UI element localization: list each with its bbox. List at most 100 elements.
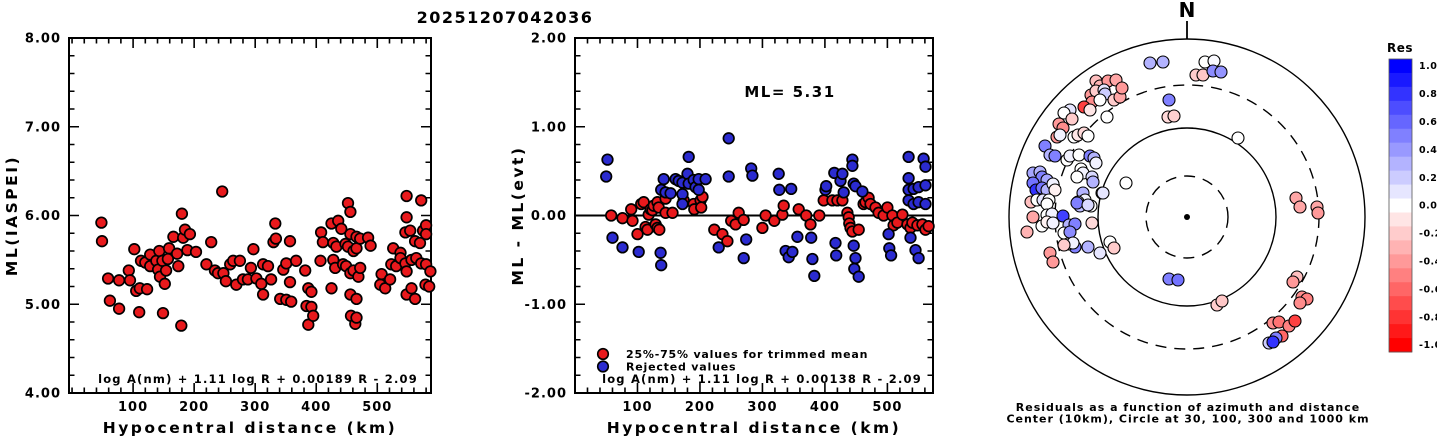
center-dot (1184, 214, 1190, 220)
data-point (175, 207, 189, 220)
y-tick-label: -2.00 (525, 387, 567, 402)
data-point (128, 243, 141, 256)
colorbar-segment (1389, 212, 1412, 227)
data-point (722, 170, 735, 183)
station-residual-point (1286, 275, 1300, 289)
x-tick-label: 500 (362, 400, 392, 415)
colorbar-segment (1389, 59, 1412, 74)
colorbar-segment (1389, 86, 1412, 102)
data-point (919, 160, 932, 173)
station-residual-point (1100, 110, 1114, 124)
station-residual-point (1107, 241, 1121, 255)
data-point (283, 275, 297, 289)
data-point (95, 235, 109, 248)
station-residual-point (1293, 296, 1307, 310)
data-point (216, 185, 229, 198)
data-point (350, 311, 363, 324)
polar-caption-line1: Residuals as a function of azimuth and d… (1016, 401, 1360, 414)
data-point (756, 221, 769, 235)
data-point (133, 306, 146, 319)
data-point (654, 246, 667, 259)
data-point (740, 233, 753, 246)
data-point (852, 270, 865, 283)
data-point (103, 294, 117, 307)
data-point (400, 211, 413, 224)
station-residual-point (1143, 56, 1157, 70)
data-point (820, 180, 833, 193)
data-point (247, 243, 260, 256)
calibration-formula: log A(nm) + 1.11 log R + 0.00189 R - 2.0… (98, 372, 418, 386)
data-point (777, 199, 790, 212)
colorbar-tick-label: 0.2 (1419, 173, 1437, 184)
data-point (722, 132, 735, 145)
x-tick-label: 100 (622, 400, 652, 415)
data-point (682, 150, 695, 164)
legend-label: Rejected values (626, 361, 736, 374)
colorbar-tick-label: -0.6 (1419, 284, 1437, 295)
data-point (400, 189, 413, 203)
y-tick-label: 0.00 (531, 209, 567, 224)
data-point (804, 218, 817, 231)
data-point (375, 267, 388, 281)
colorbar-border (1388, 58, 1413, 353)
data-point (664, 187, 677, 200)
y-tick-label: 4.00 (25, 387, 61, 402)
x-tick-label: 100 (118, 400, 148, 415)
colorbar-tick-label: 0.0 (1419, 201, 1437, 212)
station-residual-point (1070, 196, 1084, 210)
data-point (904, 231, 917, 244)
y-axis-title: ML(IASPEI) (3, 155, 21, 276)
station-residual-point (1057, 238, 1071, 252)
data-point (95, 216, 108, 229)
station-residual-point (1085, 216, 1099, 230)
data-point (175, 319, 188, 332)
colorbar-segment (1389, 240, 1412, 255)
station-residual-point (1214, 65, 1228, 79)
data-point (616, 212, 629, 225)
x-tick-label: 300 (240, 400, 270, 415)
data-point (772, 167, 785, 180)
station-residual-point (1266, 335, 1280, 349)
data-point (172, 259, 185, 273)
data-point (919, 197, 932, 211)
data-point (285, 295, 298, 308)
y-tick-label: -1.00 (525, 298, 567, 313)
data-point (922, 220, 935, 233)
azimuth-polar-panel: N Residuals as a function of azimuth and … (1006, 0, 1368, 426)
data-point (269, 217, 282, 230)
station-residual-point (1020, 225, 1034, 239)
data-point (123, 274, 137, 287)
legend-dot (596, 347, 610, 361)
colorbar-segment (1389, 282, 1412, 297)
data-point (256, 288, 270, 301)
x-tick-label: 200 (685, 400, 715, 415)
data-point (699, 172, 712, 186)
data-point (837, 186, 850, 199)
colorbar-segment (1389, 324, 1412, 339)
colorbar-tick-label: -0.8 (1419, 312, 1437, 323)
y-tick-label: 5.00 (25, 298, 61, 313)
data-point (600, 170, 613, 183)
colorbar-segment (1389, 268, 1412, 283)
data-point (884, 249, 898, 262)
data-point (737, 213, 750, 227)
station-residual-point (1311, 206, 1325, 220)
data-point (666, 206, 679, 219)
data-point (616, 241, 629, 254)
data-point (264, 273, 278, 286)
data-point (112, 274, 126, 287)
station-residual-point (1167, 109, 1181, 123)
colorbar-segment (1389, 128, 1412, 144)
x-tick-label: 400 (810, 400, 840, 415)
y-tick-label: 2.00 (531, 32, 567, 47)
station-residual-point (1065, 112, 1079, 126)
data-point (655, 259, 668, 272)
data-point (205, 235, 218, 249)
data-point (261, 259, 275, 273)
distance-ring-30km (1145, 175, 1229, 259)
ml-distance-panel: 100 200 300 400 500 8.00 7.00 6.00 5.00 4.00 Hypoc… (3, 32, 437, 437)
station-residual-point (1093, 93, 1107, 107)
station-residual-point (1093, 246, 1107, 260)
data-point (676, 197, 689, 211)
data-point (852, 223, 865, 236)
